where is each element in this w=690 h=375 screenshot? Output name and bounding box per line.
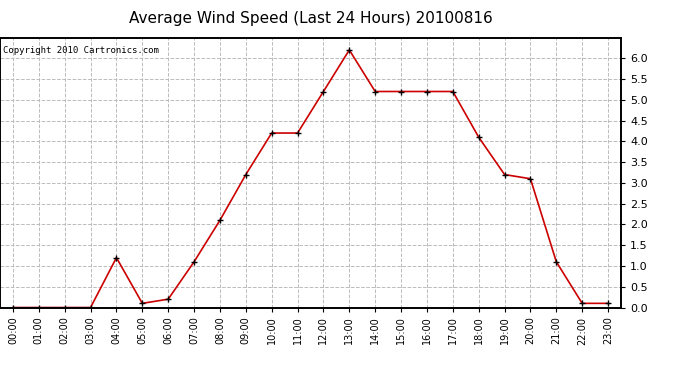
Text: Copyright 2010 Cartronics.com: Copyright 2010 Cartronics.com	[3, 46, 159, 55]
Text: Average Wind Speed (Last 24 Hours) 20100816: Average Wind Speed (Last 24 Hours) 20100…	[128, 11, 493, 26]
